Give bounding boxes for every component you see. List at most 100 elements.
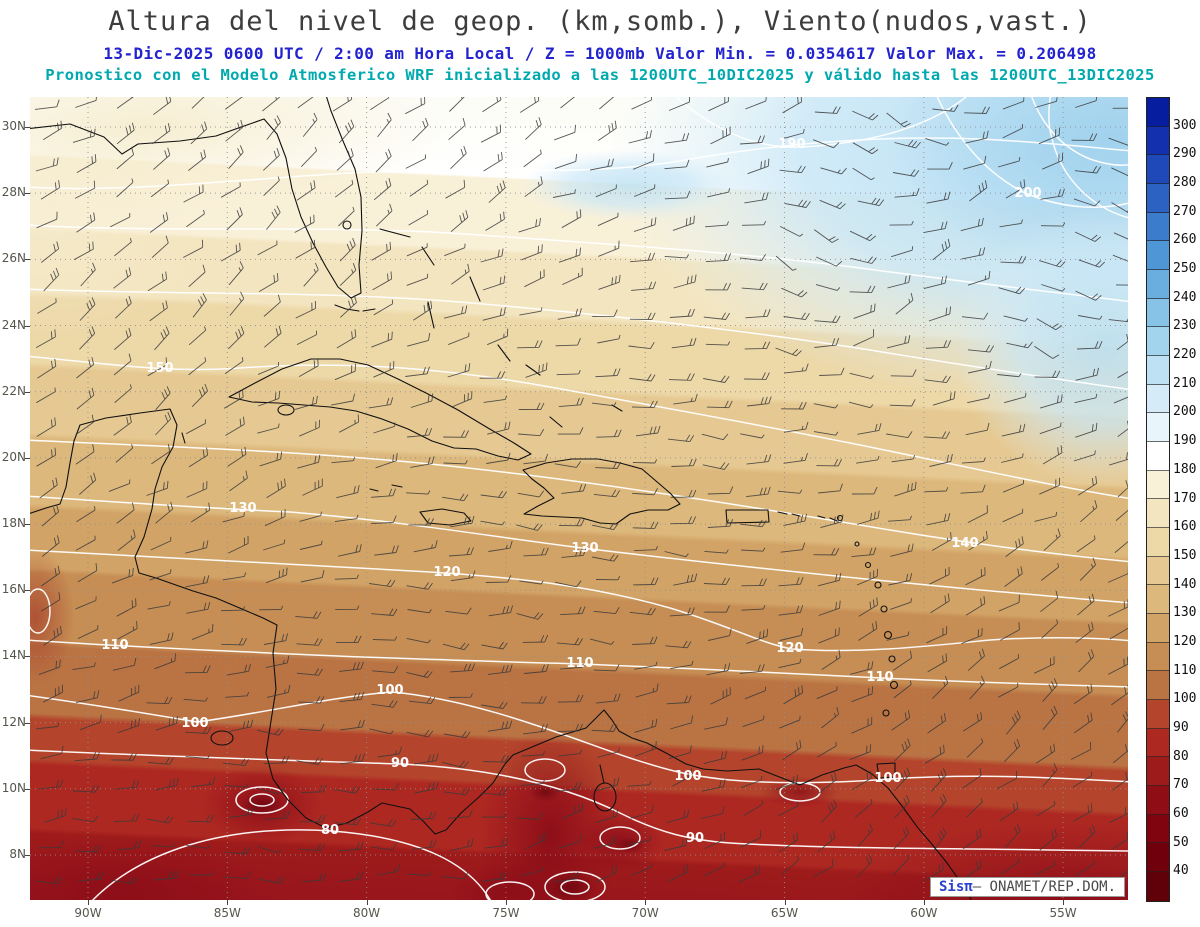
contour-label: 100 (674, 769, 701, 784)
contour-110 (30, 639, 1128, 688)
contour-label: 100 (181, 716, 208, 731)
coastline-trinidad (876, 762, 896, 779)
colorbar-label: 160 (1173, 519, 1197, 535)
colorbar-label: 190 (1173, 433, 1197, 449)
colorbar-cell (1147, 671, 1169, 701)
colorbar-cell (1147, 700, 1169, 729)
wind-barbs (34, 97, 1128, 885)
colorbar-cell (1147, 155, 1169, 185)
chart-title: Altura del nivel de geop. (km,somb.), Vi… (108, 6, 1092, 37)
contour-label: 130 (571, 541, 598, 556)
lat-tick-mark (25, 524, 30, 526)
contour-label: 110 (101, 638, 128, 653)
colorbar-cell (1147, 327, 1169, 357)
lon-tick-mark (784, 900, 786, 905)
maracaibo-channel (599, 764, 605, 784)
coastline-puerto-rico (725, 509, 770, 524)
coastline-mexico-central-south-america (30, 408, 972, 900)
colorbar-label: 240 (1173, 289, 1197, 305)
contour-190b (1048, 97, 1128, 219)
contour-160 (30, 288, 1128, 391)
colorbar-cell (1147, 814, 1169, 844)
coastline-lesser-antilles (836, 514, 899, 717)
lon-tick-label: 75W (492, 906, 520, 920)
colorbar-label: 150 (1173, 547, 1197, 563)
lat-tick-label: 18N (1, 516, 26, 531)
lat-tick-mark (25, 722, 30, 724)
lat-tick-mark (25, 325, 30, 327)
lon-tick-mark (505, 900, 507, 905)
lat-tick-label: 22N (1, 383, 26, 398)
colorbar-label: 300 (1173, 117, 1197, 133)
contour-210 (1031, 97, 1128, 166)
lat-tick-mark (25, 788, 30, 790)
lon-tick-mark (88, 900, 89, 905)
contour-label: 100 (874, 771, 901, 786)
contour-label: 110 (866, 670, 893, 685)
cozumel (181, 432, 186, 444)
contour-label: 150 (146, 361, 173, 376)
contour-label: 90 (391, 756, 409, 771)
contour-label: 80 (321, 823, 339, 838)
contour-label: 200 (1014, 186, 1041, 201)
contour-ring (544, 871, 606, 900)
lat-tick-mark (25, 590, 30, 592)
coastline-florida-keys (334, 304, 376, 312)
lon-tick-label: 70W (631, 906, 659, 920)
lat-tick-label: 30N (1, 119, 26, 133)
field-overlays (30, 97, 1128, 900)
colorbar-cell (1147, 614, 1169, 643)
contour-lines (30, 97, 1128, 900)
lon-tick-mark (366, 900, 368, 905)
contour-80 (91, 829, 492, 900)
colorbar-label: 60 (1173, 805, 1189, 821)
lat-tick-label: 8N (9, 846, 26, 861)
lon-tick-mark (1063, 900, 1065, 905)
contour-label: 140 (951, 536, 978, 551)
lake-maracaibo (593, 782, 617, 812)
contour-200 (936, 97, 1128, 208)
colorbar-cell (1147, 470, 1169, 500)
contour-130 (30, 495, 1128, 604)
isla-juventud (277, 404, 295, 416)
lat-tick-mark (25, 391, 30, 393)
contour-ring (524, 758, 566, 782)
coastline-virgin-islands (777, 511, 838, 522)
colorbar-cell (1147, 528, 1169, 557)
contour-ring (485, 881, 535, 900)
lat-tick-mark (25, 127, 30, 128)
colorbar-cell (1147, 499, 1169, 529)
colorbar-label: 120 (1173, 633, 1197, 649)
lon-tick-mark (923, 900, 925, 905)
colorbar-cell (1147, 184, 1169, 213)
map-plot: 150 140 130 130 120 120 110 110 110 100 100 100 100 9… (30, 97, 1128, 900)
colorbar-cell (1147, 98, 1169, 127)
lat-tick-mark (25, 193, 30, 195)
colorbar-label: 130 (1173, 605, 1197, 621)
colorbar-label: 290 (1173, 146, 1197, 162)
contour-ring (30, 588, 51, 634)
lat-tick-label: 26N (1, 251, 26, 266)
colorbar-label: 200 (1173, 404, 1197, 420)
lat-tick-label: 14N (1, 648, 26, 663)
lon-tick-label: 90W (74, 906, 102, 920)
contour-120 (30, 549, 1128, 652)
colorbar-label: 250 (1173, 261, 1197, 277)
lat-tick-label: 24N (1, 317, 26, 332)
colorbar (1146, 97, 1170, 902)
contour-ring (560, 879, 590, 895)
lat-tick-label: 20N (1, 449, 26, 464)
colorbar-label: 70 (1173, 777, 1189, 793)
colorbar-cell (1147, 556, 1169, 586)
lat-tick-label: 16N (1, 582, 26, 597)
lon-tick-mark (645, 900, 647, 905)
colorbar-cell (1147, 442, 1169, 471)
colorbar-label: 260 (1173, 232, 1197, 248)
contour-label: 100 (376, 683, 403, 698)
contour-label: 120 (776, 641, 803, 656)
colorbar-cell (1147, 298, 1169, 328)
coastlines (30, 97, 972, 900)
colorbar-cell (1147, 384, 1169, 414)
colorbar-cell (1147, 241, 1169, 271)
